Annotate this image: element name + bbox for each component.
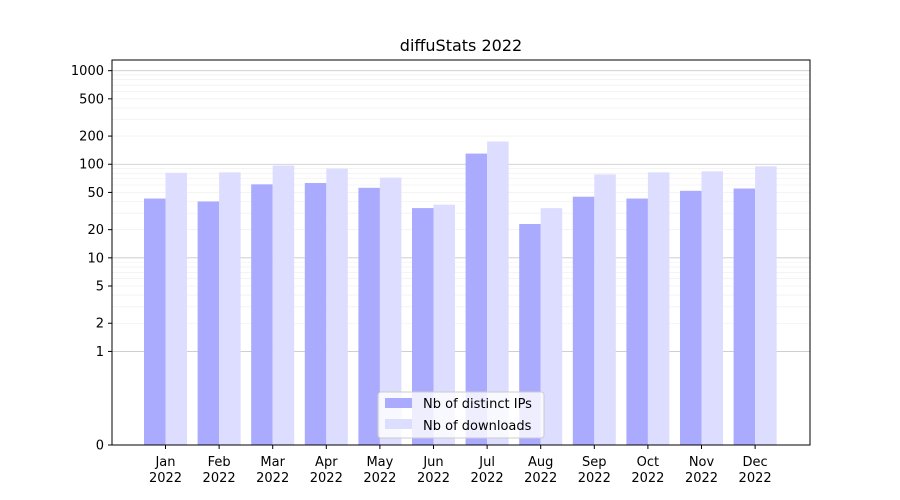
x-tick-label-month: Jun xyxy=(422,455,443,470)
bar-ips-jan xyxy=(144,198,166,445)
x-tick-label-month: Sep xyxy=(582,455,607,470)
bar-downloads-sep xyxy=(594,174,616,445)
x-tick-label-month: May xyxy=(366,455,393,470)
x-tick-label-year: 2022 xyxy=(578,471,611,486)
x-tick-label-month: Nov xyxy=(689,455,715,470)
y-tick-label: 500 xyxy=(79,92,104,107)
x-tick-label-year: 2022 xyxy=(524,471,557,486)
legend-label-downloads: Nb of downloads xyxy=(423,419,532,434)
bar-downloads-oct xyxy=(647,172,670,446)
bar-ips-feb xyxy=(197,201,220,445)
bar-ips-dec xyxy=(733,188,756,445)
x-tick-label-year: 2022 xyxy=(256,471,289,486)
bar-downloads-jun xyxy=(433,204,455,445)
legend-label-ips: Nb of distinct IPs xyxy=(423,397,532,412)
y-tick-label: 1000 xyxy=(71,64,104,79)
x-tick-label-year: 2022 xyxy=(471,471,504,486)
y-tick-label: 20 xyxy=(87,223,104,238)
bar-downloads-jan xyxy=(165,172,187,445)
x-tick-label-month: Dec xyxy=(743,455,768,470)
legend: Nb of distinct IPs Nb of downloads xyxy=(377,391,545,439)
x-tick-label-year: 2022 xyxy=(363,471,396,486)
bar-ips-may xyxy=(358,187,380,445)
legend-swatch-ips xyxy=(385,398,412,408)
bar-downloads-jul xyxy=(487,141,509,445)
chart-title: diffuStats 2022 xyxy=(400,36,522,55)
legend-swatch-downloads xyxy=(385,419,412,429)
x-tick-label-year: 2022 xyxy=(685,471,718,486)
x-tick-label-year: 2022 xyxy=(631,471,664,486)
x-tick-label-month: Mar xyxy=(260,455,285,470)
plot-frame xyxy=(111,59,811,446)
bar-ips-nov xyxy=(680,190,702,445)
bar-ips-oct xyxy=(626,198,648,445)
x-axis: Jan2022Feb2022Mar2022Apr2022May2022Jun20… xyxy=(149,445,772,486)
bar-downloads-apr xyxy=(326,168,348,445)
y-tick-label: 50 xyxy=(87,186,104,201)
y-axis: 0 1 2 5 10 20 50 100 200 500 1000 xyxy=(71,64,112,454)
bar-ips-jul xyxy=(465,153,488,446)
x-tick-label-year: 2022 xyxy=(310,471,343,486)
y-tick-label: 200 xyxy=(79,130,104,145)
bar-ips-aug xyxy=(519,223,541,445)
bar-ips-sep xyxy=(572,196,595,445)
x-tick-label-month: Jul xyxy=(478,455,495,470)
x-tick-label-year: 2022 xyxy=(203,471,236,486)
y-tick-label: 5 xyxy=(96,280,104,295)
x-tick-label-year: 2022 xyxy=(149,471,182,486)
x-tick-label-month: Feb xyxy=(208,455,231,470)
bar-downloads-nov xyxy=(701,171,723,445)
x-tick-label-month: Aug xyxy=(528,455,553,470)
bars xyxy=(144,141,777,446)
bar-downloads-aug xyxy=(540,208,563,445)
x-tick-label-month: Jan xyxy=(154,455,175,470)
bar-downloads-may xyxy=(379,177,402,446)
x-tick-label-year: 2022 xyxy=(417,471,450,486)
bar-downloads-dec xyxy=(755,166,777,445)
y-tick-label: 0 xyxy=(96,439,104,454)
y-tick-label: 100 xyxy=(79,158,104,173)
y-tick-label: 2 xyxy=(96,317,104,332)
x-tick-label-month: Apr xyxy=(315,455,338,470)
y-tick-label: 1 xyxy=(96,345,104,360)
y-tick-label: 10 xyxy=(87,251,104,266)
x-tick-label-month: Oct xyxy=(637,455,659,470)
x-tick-label-year: 2022 xyxy=(739,471,772,486)
bar-downloads-feb xyxy=(219,172,241,446)
bar-downloads-mar xyxy=(272,165,295,446)
bar-ips-jun xyxy=(412,208,434,445)
bar-ips-mar xyxy=(251,184,273,445)
bar-ips-apr xyxy=(304,183,327,446)
legend-box xyxy=(377,391,545,439)
